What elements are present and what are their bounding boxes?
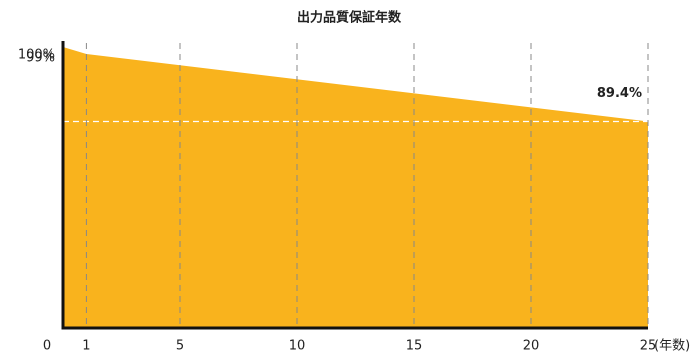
y-tick-label: 99% [26, 51, 55, 66]
x-tick-label: 1 [82, 339, 90, 354]
x-tick-label: 10 [289, 339, 306, 354]
x-tick-label: 20 [523, 339, 540, 354]
x-axis-label: (年数) [654, 339, 690, 354]
x-tick-label: 0 [43, 339, 51, 354]
x-tick-label: 5 [176, 339, 184, 354]
x-tick-label: 15 [406, 339, 423, 354]
y-tick-label: 100% [18, 48, 55, 63]
x-tick-label: 25 [640, 339, 657, 354]
chart-title: 出力品質保証年数 [297, 10, 402, 26]
area [63, 47, 648, 328]
value-label: 89.4% [597, 86, 642, 101]
